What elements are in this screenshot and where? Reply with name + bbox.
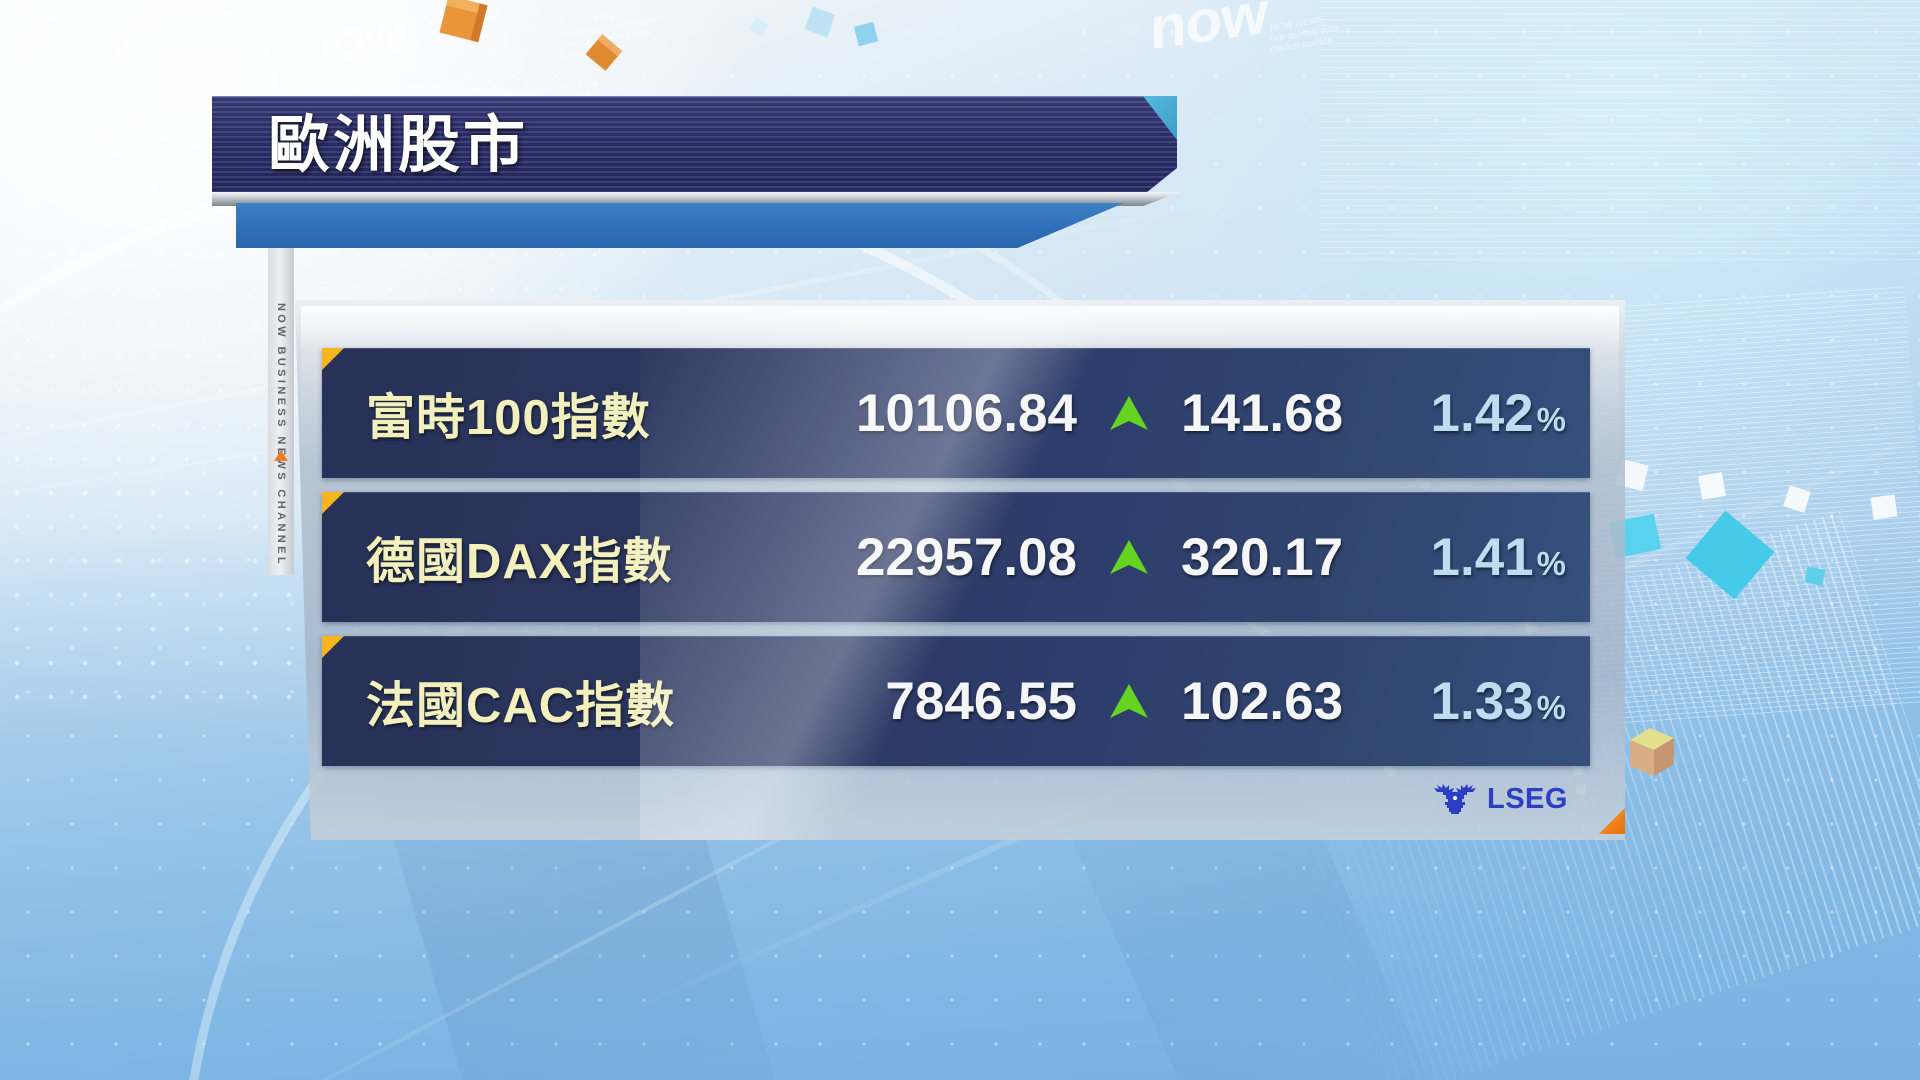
floating-cube-orange-1 xyxy=(439,0,488,43)
up-arrow-icon xyxy=(1077,390,1181,436)
table-row[interactable]: 德國DAX指數 22957.08 320.17 1.41% xyxy=(322,492,1590,622)
floating-cube-tan xyxy=(1630,728,1674,776)
lseg-crest-icon xyxy=(1434,784,1476,814)
index-percent-value: 1.33 xyxy=(1430,671,1534,731)
channel-strip-triangle-icon xyxy=(274,450,288,461)
up-arrow-icon xyxy=(1077,678,1181,724)
index-name: 德國DAX指數 xyxy=(366,534,673,589)
floating-square-cyan-4 xyxy=(1804,566,1826,586)
lseg-wordmark: LSEG xyxy=(1487,782,1568,815)
index-percent: 1.42% xyxy=(1416,383,1590,444)
percent-symbol: % xyxy=(1536,688,1566,726)
floating-square-white-4 xyxy=(1870,494,1898,520)
title-banner-base xyxy=(212,192,1180,206)
index-value: 7846.55 xyxy=(885,671,1077,731)
title-banner: 歐洲股市 xyxy=(212,96,1177,196)
index-percent-value: 1.42 xyxy=(1430,383,1534,443)
index-percent: 1.33% xyxy=(1416,671,1590,732)
index-change: 320.17 xyxy=(1181,527,1344,587)
floating-cube-orange-2 xyxy=(585,34,623,71)
index-change: 141.68 xyxy=(1181,383,1344,443)
percent-symbol: % xyxy=(1536,400,1566,438)
index-name: 富時100指數 xyxy=(366,390,651,445)
title-banner-plate xyxy=(212,96,1177,196)
index-change: 102.63 xyxy=(1181,671,1344,731)
percent-symbol: % xyxy=(1536,544,1566,582)
index-value: 10106.84 xyxy=(855,383,1077,443)
index-name: 法國CAC指數 xyxy=(366,678,676,733)
page-title: 歐洲股市 xyxy=(268,111,529,180)
quotes-table: 富時100指數 10106.84 141.68 1.42% 德國DAX指數 22… xyxy=(322,348,1590,780)
index-percent: 1.41% xyxy=(1416,527,1590,588)
data-provider-attribution: LSEG xyxy=(1432,782,1568,816)
index-percent-value: 1.41 xyxy=(1430,527,1534,587)
up-arrow-icon xyxy=(1077,534,1181,580)
row-marker-icon xyxy=(322,636,344,658)
index-value: 22957.08 xyxy=(855,527,1077,587)
table-row[interactable]: 法國CAC指數 7846.55 102.63 1.33% xyxy=(322,636,1590,766)
title-banner-blue-band xyxy=(236,203,1124,248)
channel-strip-label: NOW BUSINESS NEWS CHANNEL xyxy=(275,302,287,567)
background-scanlines-top xyxy=(1320,0,1920,260)
table-row[interactable]: 富時100指數 10106.84 141.68 1.42% xyxy=(322,348,1590,478)
floating-square-white-2 xyxy=(1698,472,1726,500)
channel-strip xyxy=(268,245,294,575)
row-marker-icon xyxy=(322,348,344,370)
quotes-panel-shine xyxy=(301,306,1619,350)
row-marker-icon xyxy=(322,492,344,514)
